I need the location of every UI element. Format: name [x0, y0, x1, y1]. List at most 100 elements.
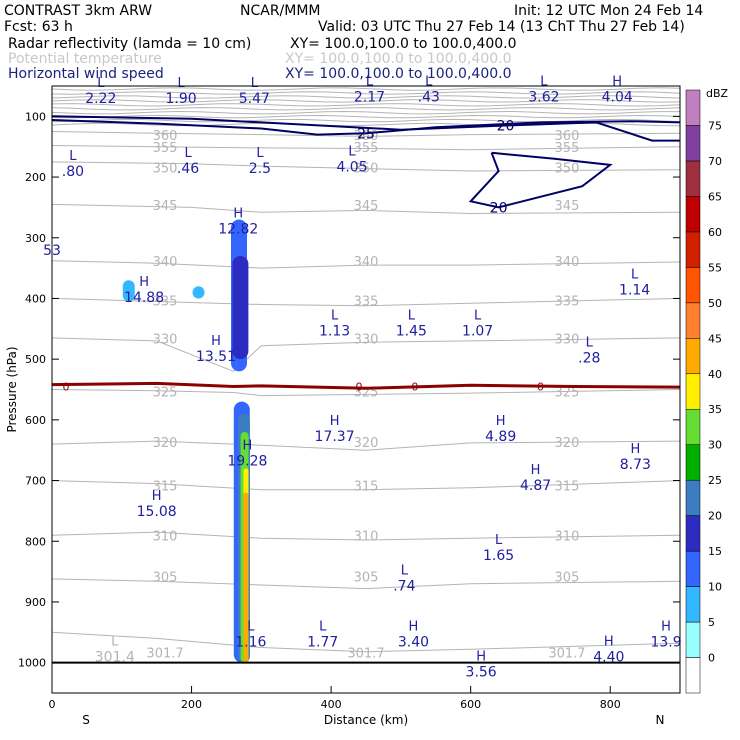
- extremum-value: 1.45: [396, 324, 427, 340]
- extremum-value: 2.5: [249, 161, 271, 177]
- extremum-value: 15.08: [137, 504, 177, 520]
- theta-contour-label: 330: [555, 333, 580, 348]
- extremum-letter: L: [401, 564, 409, 579]
- colorbar-label: 5: [708, 616, 715, 629]
- colorbar-label: 40: [708, 368, 722, 381]
- valid-time: Valid: 03 UTC Thu 27 Feb 14 (13 ChT Thu …: [318, 19, 685, 35]
- theta-contour: [51, 145, 681, 151]
- extremum-value: 1.13: [319, 324, 350, 340]
- extremum-letter: L: [366, 74, 374, 89]
- reflectivity-cell: [192, 286, 205, 299]
- zero-degree-line: [51, 381, 681, 390]
- theta-contour-label: 301.7: [146, 647, 183, 662]
- theta-contour-label: 350: [555, 162, 580, 177]
- extremum-value: .46: [177, 161, 199, 177]
- colorbar-swatch: [685, 479, 701, 516]
- extremum-value: 17.37: [315, 429, 355, 445]
- extremum-value: 3.56: [466, 665, 497, 681]
- theta-contour-label: 325: [153, 386, 178, 401]
- x-axis-right-end: N: [656, 713, 665, 727]
- theta-contour-label: 355: [354, 141, 379, 156]
- colorbar-swatch: [685, 125, 701, 162]
- x-tick-label: 400: [321, 698, 342, 711]
- wind-speed-contour: [468, 151, 613, 209]
- zero-line-label: 0: [411, 380, 418, 393]
- theta-contour-label: 305: [555, 571, 580, 586]
- extremum-value: 13.9: [650, 634, 681, 650]
- theta-contour-label: 301.7: [347, 647, 384, 662]
- extremum-value: 5.47: [239, 91, 270, 107]
- theta-contour-label: 315: [153, 480, 178, 495]
- extremum-value: 1.14: [619, 282, 650, 298]
- extremum-letter: L: [184, 146, 192, 161]
- init-time: Init: 12 UTC Mon 24 Feb 14: [514, 3, 704, 19]
- extremum-value: .74: [393, 579, 415, 595]
- theta-contour: [51, 337, 681, 372]
- extremum-value: 1.65: [483, 548, 514, 564]
- plot-header: CONTRAST 3km ARW Fcst: 63 h NCAR/MMM Ini…: [0, 0, 740, 85]
- extremum-letter: L: [425, 74, 433, 89]
- theta-contour: [51, 480, 681, 491]
- zero-line-label: 0: [62, 380, 69, 393]
- theta-contour-label: 360: [555, 129, 580, 144]
- theta-contour-label: 310: [354, 529, 379, 544]
- theta-contour-label: 305: [354, 571, 379, 586]
- theta-contour: [51, 389, 681, 397]
- y-tick-label: 100: [25, 110, 46, 123]
- theta-contour-label: 320: [555, 436, 580, 451]
- colorbar-swatch: [685, 408, 701, 445]
- colorbar-label: 55: [708, 261, 722, 274]
- y-axis-title: Pressure (hPa): [5, 346, 19, 432]
- extremum-letter: H: [152, 489, 162, 504]
- theta-contour: [51, 297, 681, 307]
- project-title: CONTRAST 3km ARW: [4, 3, 153, 19]
- theta-contour-label: 345: [354, 199, 379, 214]
- extremum-value: 3.62: [528, 89, 559, 105]
- theta-contour: [51, 631, 681, 653]
- theta-upper-contour: [51, 118, 681, 123]
- extremum-letter: L: [408, 309, 416, 324]
- extremum-value: .28: [578, 350, 600, 366]
- extremum-value: 4.87: [520, 478, 551, 494]
- extremum-letter: L: [331, 309, 339, 324]
- colorbar-label: 70: [708, 155, 722, 168]
- field2-xy: XY= 100.0,100.0 to 100.0,400.0: [285, 51, 512, 67]
- extremum-letter: H: [496, 414, 506, 429]
- extremum-letter: L: [319, 619, 327, 634]
- colorbar-swatch: [685, 267, 701, 304]
- extremum-value: 4.05: [336, 160, 367, 176]
- colorbar-label: 50: [708, 297, 722, 310]
- forecast-hour: Fcst: 63 h: [4, 19, 73, 35]
- theta-contour-label: 320: [354, 436, 379, 451]
- extremum-letter: H: [330, 414, 340, 429]
- theta-contour: [51, 260, 681, 269]
- colorbar-label: 45: [708, 332, 722, 345]
- wind-contour-label: 20: [497, 118, 515, 134]
- colorbar-label: 15: [708, 545, 722, 558]
- extremum-value: .43: [418, 89, 440, 105]
- colorbar-swatch: [685, 302, 701, 339]
- extremum-letter: L: [247, 619, 255, 634]
- colorbar-label: 0: [708, 652, 715, 665]
- extremum-value: 8.73: [620, 457, 651, 473]
- extremum-letter: L: [97, 76, 105, 91]
- extremum-letter: L: [177, 76, 185, 91]
- extremum-value: 13.51: [196, 349, 236, 365]
- extremum-value: 1.16: [235, 634, 266, 650]
- extremum-value: .80: [62, 164, 84, 180]
- field3-name: Horizontal wind speed: [8, 66, 164, 82]
- colorbar-label: 30: [708, 439, 722, 452]
- y-tick-label: 400: [25, 292, 46, 305]
- colorbar-label: 25: [708, 474, 722, 487]
- theta-contour-label: 315: [354, 480, 379, 495]
- extremum-letter: L: [586, 335, 594, 350]
- reflectivity-cell: [232, 255, 249, 360]
- colorbar-swatch: [685, 231, 701, 268]
- theta-upper-contour: [51, 107, 681, 111]
- theta-extremum-letter: L: [111, 635, 119, 650]
- theta-contour-label: 360: [153, 129, 178, 144]
- theta-contour-label: 345: [153, 199, 178, 214]
- extremum-letter: L: [495, 533, 503, 548]
- colorbar-label: 75: [708, 119, 722, 132]
